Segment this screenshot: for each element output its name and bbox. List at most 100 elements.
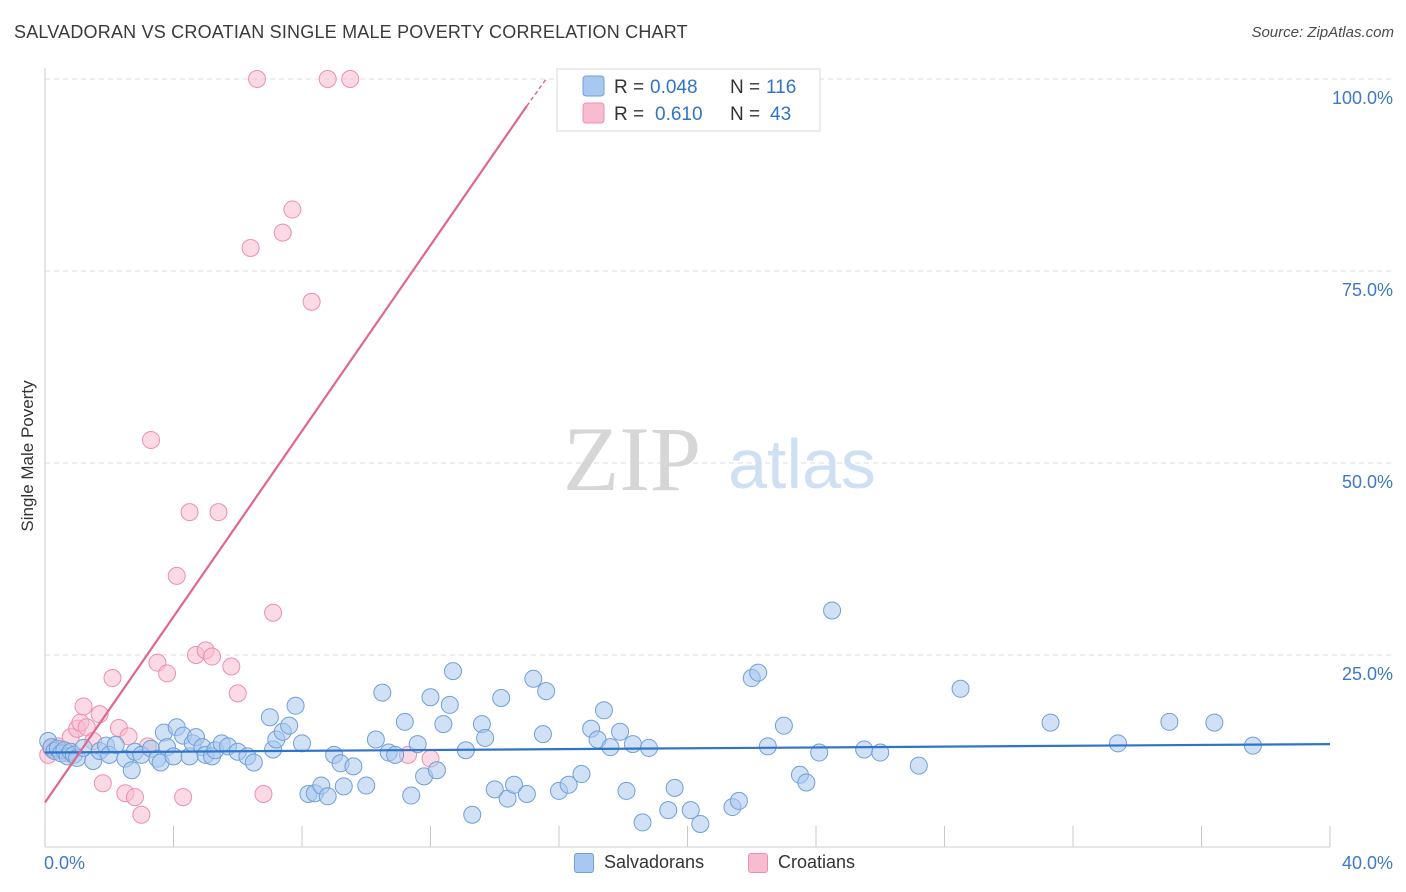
source-attribution: Source: ZipAtlas.com [1251,24,1394,41]
croatian-point [174,788,193,807]
croatian-point [103,669,122,688]
axes-layer [44,68,1331,848]
salvadoran-point [537,682,556,701]
salvadoran-point [559,775,578,794]
croatian-point [209,503,228,522]
salvadoran-point [601,738,620,757]
salvadoran-point [1160,712,1179,731]
salvadoran-point [427,761,446,780]
salvadoran-point [758,737,777,756]
croatian-point [302,292,321,311]
y-tick-label: 100.0% [1332,88,1393,108]
salvadoran-point [617,781,636,800]
croatian-point [283,200,302,219]
salvadoran-point [951,679,970,698]
salvadoran-point [373,683,392,702]
legend-swatch-croatians [582,102,605,124]
croatian-point [74,697,93,716]
salvadoran-point [357,776,376,795]
croatian-point [93,774,112,793]
legend-n-value-2: 43 [770,104,791,125]
bottom-legend: Salvadorans Croatians [0,852,1406,878]
croatian-point [180,503,199,522]
legend-n-label-2: N = [730,104,760,125]
croatians-points [39,70,440,824]
trend-lines [44,78,1331,804]
salvadoran-point [244,753,263,772]
salvadoran-point [440,695,459,714]
croatian-point [132,805,151,824]
salvadoran-point [443,662,462,681]
legend-swatch-blue [574,852,594,873]
legend-n-label-1: N = [730,77,760,98]
legend-r-value-1: 0.048 [650,77,698,98]
salvadoran-point [485,780,504,799]
salvadoran-point [855,740,874,759]
watermark-atlas: atlas [728,425,876,503]
watermark: ZIP atlas [563,408,876,510]
salvadorans-trend-line [44,742,1331,754]
x-tick-label-max: 40.0% [1342,853,1393,873]
salvadoran-point [1205,713,1224,732]
y-tick-label: 50.0% [1342,472,1393,492]
salvadoran-point [611,722,630,741]
salvadoran-point [665,778,684,797]
croatian-point [341,70,360,88]
legend-item-salvadorans: Salvadorans [574,852,704,873]
croatians-trend-extension [526,78,547,107]
croatian-point [203,647,222,666]
salvadoran-point [1041,713,1060,732]
croatian-point [241,238,260,257]
watermark-zip: ZIP [563,408,701,510]
tick-labels: 25.0% 50.0% 75.0% 100.0% 0.0% 40.0% [44,88,1393,873]
salvadoran-point [517,785,536,804]
croatians-trend-line [44,105,528,804]
salvadoran-point [909,756,928,775]
croatian-point [222,657,241,676]
salvadoran-point [505,775,524,794]
salvadoran-point [408,735,427,754]
croatian-point [318,70,337,88]
legend-n-value-1: 116 [766,77,796,98]
salvadoran-point [823,601,842,620]
salvadoran-point [293,734,311,753]
salvadoran-point [402,786,421,805]
salvadoran-point [774,716,793,735]
salvadoran-point [260,708,279,727]
salvadoran-point [623,735,642,754]
croatian-point [264,603,283,622]
salvadoran-point [533,725,552,744]
legend-item-croatians: Croatians [748,852,855,873]
x-tick-label-min: 0.0% [44,853,85,873]
salvadoran-point [492,689,511,708]
salvadorans-points [39,601,1262,833]
salvadoran-point [106,735,125,754]
salvadoran-point [164,747,183,766]
legend-swatch-pink [748,852,768,873]
salvadoran-point [691,814,710,833]
croatian-point [158,664,177,683]
legend-r-label-1: R = [614,77,644,98]
salvadoran-point [1108,734,1127,753]
croatian-point [167,566,186,585]
salvadoran-point [434,715,453,734]
salvadoran-point [749,663,768,682]
salvadoran-point [344,757,363,776]
y-tick-label: 25.0% [1342,664,1393,684]
chart-title: SALVADORAN VS CROATIAN SINGLE MALE POVER… [14,22,688,42]
salvadoran-point [334,777,353,796]
croatian-point [125,788,144,807]
salvadoran-point [366,730,385,749]
y-tick-label: 75.0% [1342,280,1393,300]
grid-layer [45,78,1395,656]
salvadoran-point [280,716,299,735]
salvadoran-point [729,791,748,810]
croatian-point [273,223,292,242]
salvadoran-point [797,773,816,792]
salvadoran-point [463,805,482,824]
salvadoran-point [286,696,305,715]
legend-label-salvadorans: Salvadorans [604,852,705,872]
salvadoran-point [421,688,440,707]
salvadoran-point [594,701,613,720]
